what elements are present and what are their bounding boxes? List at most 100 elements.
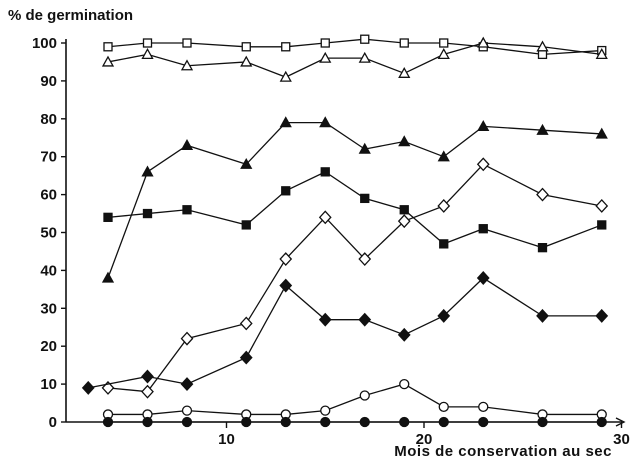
series-square-filled xyxy=(103,167,607,253)
diamond-filled-marker xyxy=(397,327,411,342)
x-axis-label: Mois de conservation au sec xyxy=(394,443,612,460)
diamond-open-marker xyxy=(536,187,549,202)
square-open-marker xyxy=(320,38,330,48)
triangle-open-marker xyxy=(240,55,253,67)
triangle-open-marker xyxy=(180,59,194,71)
series-square-open xyxy=(103,34,607,60)
diamond-open-marker xyxy=(437,199,451,213)
y-tick-label: 20 xyxy=(40,338,57,355)
diamond-filled-marker xyxy=(81,380,95,395)
square-filled-marker xyxy=(360,193,370,204)
square-filled-marker xyxy=(103,212,113,222)
circle-filled-marker xyxy=(438,416,449,428)
y-tick-label: 100 xyxy=(32,35,57,52)
chart-axes: 0 10 20 30 40 50 60 70 80 90 100 10 20 30 xyxy=(32,35,630,448)
circle-open-marker xyxy=(438,401,449,412)
square-filled-marker xyxy=(597,220,607,230)
diamond-open-marker xyxy=(279,252,293,266)
y-tick-label: 90 xyxy=(40,73,57,90)
series-line xyxy=(88,277,602,389)
circle-open-marker xyxy=(359,390,370,401)
diamond-open-marker xyxy=(180,331,194,346)
series-line xyxy=(107,38,602,56)
square-open-marker xyxy=(182,38,192,48)
triangle-open-marker xyxy=(437,48,450,60)
series-line xyxy=(107,42,602,78)
series-line xyxy=(107,121,602,279)
x-tick-label: 30 xyxy=(613,431,630,448)
circle-filled-marker xyxy=(537,416,548,428)
triangle-filled-marker xyxy=(358,142,371,154)
diamond-filled-marker xyxy=(358,312,372,327)
y-tick-label: 0 xyxy=(49,414,57,431)
y-tick-label: 60 xyxy=(40,187,57,204)
diamond-filled-marker xyxy=(476,271,490,285)
circle-open-marker xyxy=(320,405,331,416)
y-tick-label: 40 xyxy=(40,262,57,279)
diamond-open-marker xyxy=(141,384,154,399)
triangle-open-marker xyxy=(358,51,371,63)
series-line xyxy=(107,163,602,393)
triangle-open-marker xyxy=(101,55,115,67)
circle-filled-marker xyxy=(241,416,252,428)
circle-filled-marker xyxy=(280,416,291,428)
circle-filled-marker xyxy=(142,416,153,428)
diamond-filled-marker xyxy=(180,377,194,392)
triangle-filled-marker xyxy=(595,127,608,139)
triangle-filled-marker xyxy=(398,135,411,147)
triangle-filled-marker xyxy=(101,271,115,283)
square-filled-marker xyxy=(478,224,488,234)
triangle-open-marker xyxy=(141,48,154,60)
x-tick-label: 20 xyxy=(416,431,433,448)
circle-filled-marker xyxy=(596,416,607,428)
diamond-open-marker xyxy=(595,199,609,213)
square-filled-marker xyxy=(241,220,251,230)
square-open-marker xyxy=(142,38,153,48)
diamond-filled-marker xyxy=(239,350,253,365)
y-axis-label: % de germination xyxy=(8,7,133,24)
diamond-open-marker xyxy=(476,157,490,172)
triangle-filled-marker xyxy=(437,150,450,162)
square-open-marker xyxy=(537,49,548,60)
series-triangle-open xyxy=(101,36,608,82)
square-filled-marker xyxy=(537,243,548,253)
triangle-open-marker xyxy=(319,51,332,63)
triangle-filled-marker xyxy=(536,123,549,135)
series-diamond-open xyxy=(101,157,609,399)
square-filled-marker xyxy=(399,205,409,215)
circle-filled-marker xyxy=(102,416,114,428)
diamond-filled-marker xyxy=(595,308,609,323)
x-axis-arrow xyxy=(615,417,626,427)
diamond-open-marker xyxy=(318,210,332,225)
diamond-open-marker xyxy=(358,252,372,266)
square-open-marker xyxy=(241,42,251,52)
triangle-open-marker xyxy=(398,66,411,78)
square-open-marker xyxy=(103,42,113,52)
diamond-open-marker xyxy=(239,316,253,331)
square-filled-marker xyxy=(182,205,192,215)
square-filled-marker xyxy=(439,239,449,249)
diamond-filled-marker xyxy=(536,308,549,323)
diamond-filled-marker xyxy=(437,308,451,323)
triangle-open-marker xyxy=(536,40,549,52)
diamond-filled-marker xyxy=(279,278,293,293)
diamond-filled-marker xyxy=(141,369,154,384)
diamond-filled-marker xyxy=(318,312,332,327)
circle-open-marker xyxy=(399,378,410,390)
square-open-marker xyxy=(281,42,291,52)
triangle-open-marker xyxy=(279,70,292,82)
circle-open-marker xyxy=(478,401,489,412)
triangle-open-marker xyxy=(595,48,608,60)
y-tick-label: 80 xyxy=(40,111,57,128)
x-tick-label: 10 xyxy=(218,431,235,448)
y-tick-label: 10 xyxy=(40,376,57,393)
series-diamond-filled xyxy=(81,271,609,395)
circle-filled-marker xyxy=(399,416,410,428)
square-filled-marker xyxy=(320,167,330,177)
square-open-marker xyxy=(360,34,370,44)
circle-filled-marker xyxy=(478,416,489,428)
triangle-filled-marker xyxy=(319,116,332,128)
y-tick-label: 30 xyxy=(40,300,57,317)
square-open-marker xyxy=(439,38,449,48)
series-line xyxy=(107,171,602,249)
